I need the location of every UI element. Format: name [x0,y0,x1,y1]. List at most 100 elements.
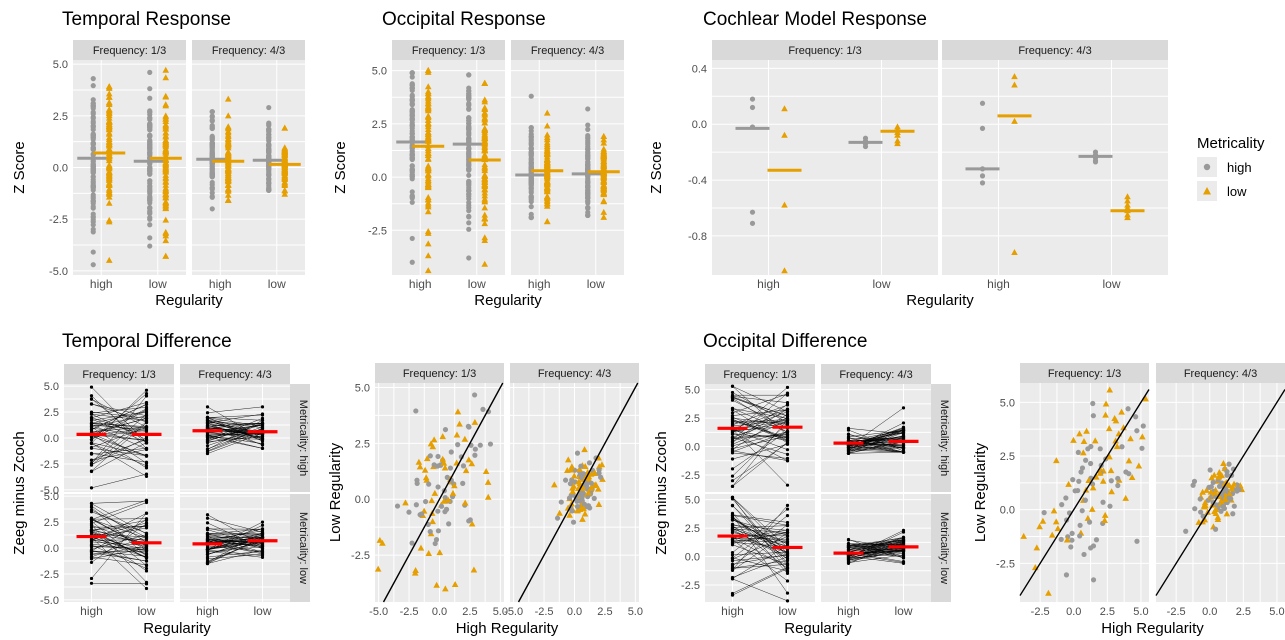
temporal-difference-r1c0-pair-line [91,524,147,583]
occipital-difference-r1c0-pair-line [732,497,788,554]
temporal-difference-r0c1-pair-line [207,419,263,429]
occipital-difference-r0c1-low-point [901,421,906,425]
temporal-difference-r0c1-high-point [205,418,210,422]
temporal-scatter-facet-0-low-point [453,431,461,438]
occipital-difference-r1c0-low-point [785,567,790,571]
temporal-difference-r0c0-pair-line [91,426,147,432]
occipital-difference-r0c0-pair-line [732,396,788,403]
occipital-response-facet-0-high-low-point [424,267,432,274]
temporal-difference-r1c0-pair-line [91,500,147,504]
temporal-scatter-facet-0-high-point [414,480,420,487]
occipital-difference-r0c0-pair-line [732,452,788,459]
temporal-difference-r1c1-pair-line [207,546,263,553]
chart-title-cochlear-response: Cochlear Model Response [703,9,927,30]
occipital-difference-r0c0-pair-line [732,437,788,455]
temporal-response-facet-1-low-low-point [281,124,289,131]
temporal-difference-r0c0-high-point [89,469,94,474]
occipital-response-facet-0-low-low-point [481,98,489,105]
temporal-difference-r1c0-low-point [144,580,149,584]
occipital-response-facet-1-xtick-low: low [587,277,605,291]
temporal-response-facet-0-low-high-point [147,204,153,211]
occipital-response-facet-0-low-high-point [466,161,472,167]
occipital-difference-r0c0-high-point [730,430,735,434]
temporal-response-facet-0-high-low-point [105,109,113,116]
occipital-scatter-facet-0-low-point [1063,536,1071,543]
occipital-difference-r0c0-low-point [785,456,790,460]
occipital-difference-r1c1-high-point [846,548,851,552]
occipital-scatter-facet-0-low-point [1070,436,1077,443]
occipital-difference-r0c1-pair-line [848,432,904,453]
occipital-difference-r0c0-pair-line [732,409,788,444]
occipital-scatter-facet-1-identity-line [1155,389,1285,596]
occipital-scatter-facet-0-high-point [1075,449,1081,456]
occipital-scatter-facet-0-low-point [1102,411,1109,418]
temporal-difference-r0c1-low-point [260,436,265,440]
occipital-scatter-facet-0-high-point [1077,533,1083,539]
temporal-response-facet-1-low-high-point [266,141,272,147]
occipital-scatter-facet-0-high-point [1082,497,1089,503]
temporal-difference-r1c1-pair-line [207,522,263,549]
occipital-scatter-facet-0-high-point [1097,446,1103,452]
temporal-response-facet-1-low-high-point [266,180,272,187]
temporal-scatter-facet-1-high-point [577,471,583,477]
temporal-scatter-facet-1-high-point [558,499,564,505]
occipital-scatter-facet-1-low-point [1203,486,1210,493]
occipital-scatter-facet-1-low-point [1220,460,1227,467]
occipital-scatter-facet-0-high-point [1088,545,1094,551]
occipital-difference-r1c1-pair-line [848,554,904,563]
temporal-response-facet-0-low-high-point [147,188,153,194]
temporal-scatter-facet-0-xtick: 2.5 [462,606,477,618]
occipital-scatter-facet-0-low-point [1122,494,1130,501]
occipital-difference-r0c0-pair-line [732,422,788,477]
temporal-response-facet-0-low-low-point [162,175,170,182]
temporal-scatter-facet-0-high-point [480,406,486,412]
temporal-response-facet-0-high-high-point [90,192,96,198]
occipital-response-facet-0-low-low-point [481,220,489,227]
occipital-response-facet-1-low-low-point [600,147,608,154]
temporal-difference-r0c1-pair-line [207,431,263,443]
temporal-difference-r1c0-xtick-high: high [80,604,103,618]
temporal-response-ytick: -2.5 [49,214,68,226]
occipital-difference-r0c0-high-point [730,484,735,488]
temporal-difference-r0c0-pair-line [91,442,147,456]
occipital-response-facet-0-low-high-point [466,101,472,108]
occipital-difference-r0c0-pair-line [732,404,788,442]
temporal-difference-r0c0-pair-line [91,395,147,464]
occipital-response-facet-0-high-high-point [409,235,415,242]
occipital-difference-r1c0-pair-line [732,536,788,560]
occipital-scatter-facet-0-strip-bg [1020,363,1149,383]
temporal-response-facet-0-low-high-point [147,115,153,121]
occipital-difference-r0c1-pair-line [848,430,904,438]
occipital-response-facet-0-high-low-point [424,103,432,110]
occipital-difference-r1c0-low-point [785,579,790,583]
occipital-scatter-facet-1-xtick: -2.5 [1167,606,1186,618]
temporal-difference-r0c1-high-point [205,434,210,438]
occipital-response-facet-0-low-high-point [466,167,472,173]
occipital-response-facet-0-low-low-point [481,115,489,122]
occipital-scatter-facet-0-high-point [1090,577,1097,583]
occipital-difference-r0c1-low-point [901,435,906,439]
occipital-response-facet-0-high-high-point [409,101,415,108]
temporal-response-facet-0-low-high-point [147,243,153,249]
temporal-difference-r1c0-pair-line [91,543,147,551]
occipital-difference-r1c0-pair-line [732,519,788,536]
temporal-scatter-facet-1-low-point [585,473,593,480]
occipital-difference-r1c1-pair-line [848,539,904,547]
temporal-response-ytick: 2.5 [53,111,68,123]
temporal-difference-r0c0-low-point [144,474,149,479]
temporal-difference-r0c0-pair-line [91,422,147,429]
temporal-difference-r1c0-high-point [89,505,94,509]
temporal-difference-r1c0-high-point [89,549,94,553]
occipital-difference-r0c0-pair-line [732,399,788,429]
occipital-response-facet-1-xtick-high: high [528,277,551,291]
occipital-difference-r1c0-pair-line [732,567,788,594]
temporal-scatter-facet-0-low-point [470,566,478,573]
occipital-scatter-facet-1-high-point [1212,526,1219,532]
temporal-difference-r0c0-pair-line [91,443,147,477]
cochlear-model-response-facet-1-xtick-high: high [987,277,1010,291]
temporal-response-facet-0-low-low-point [162,125,170,132]
temporal-difference-r1c1-high-point [205,533,210,537]
cochlear-model-response-facet-1-high-high-point [979,125,986,132]
occipital-response-facet-1-low-high-point [585,134,591,140]
occipital-difference-r1c0-pair-line [732,568,788,596]
